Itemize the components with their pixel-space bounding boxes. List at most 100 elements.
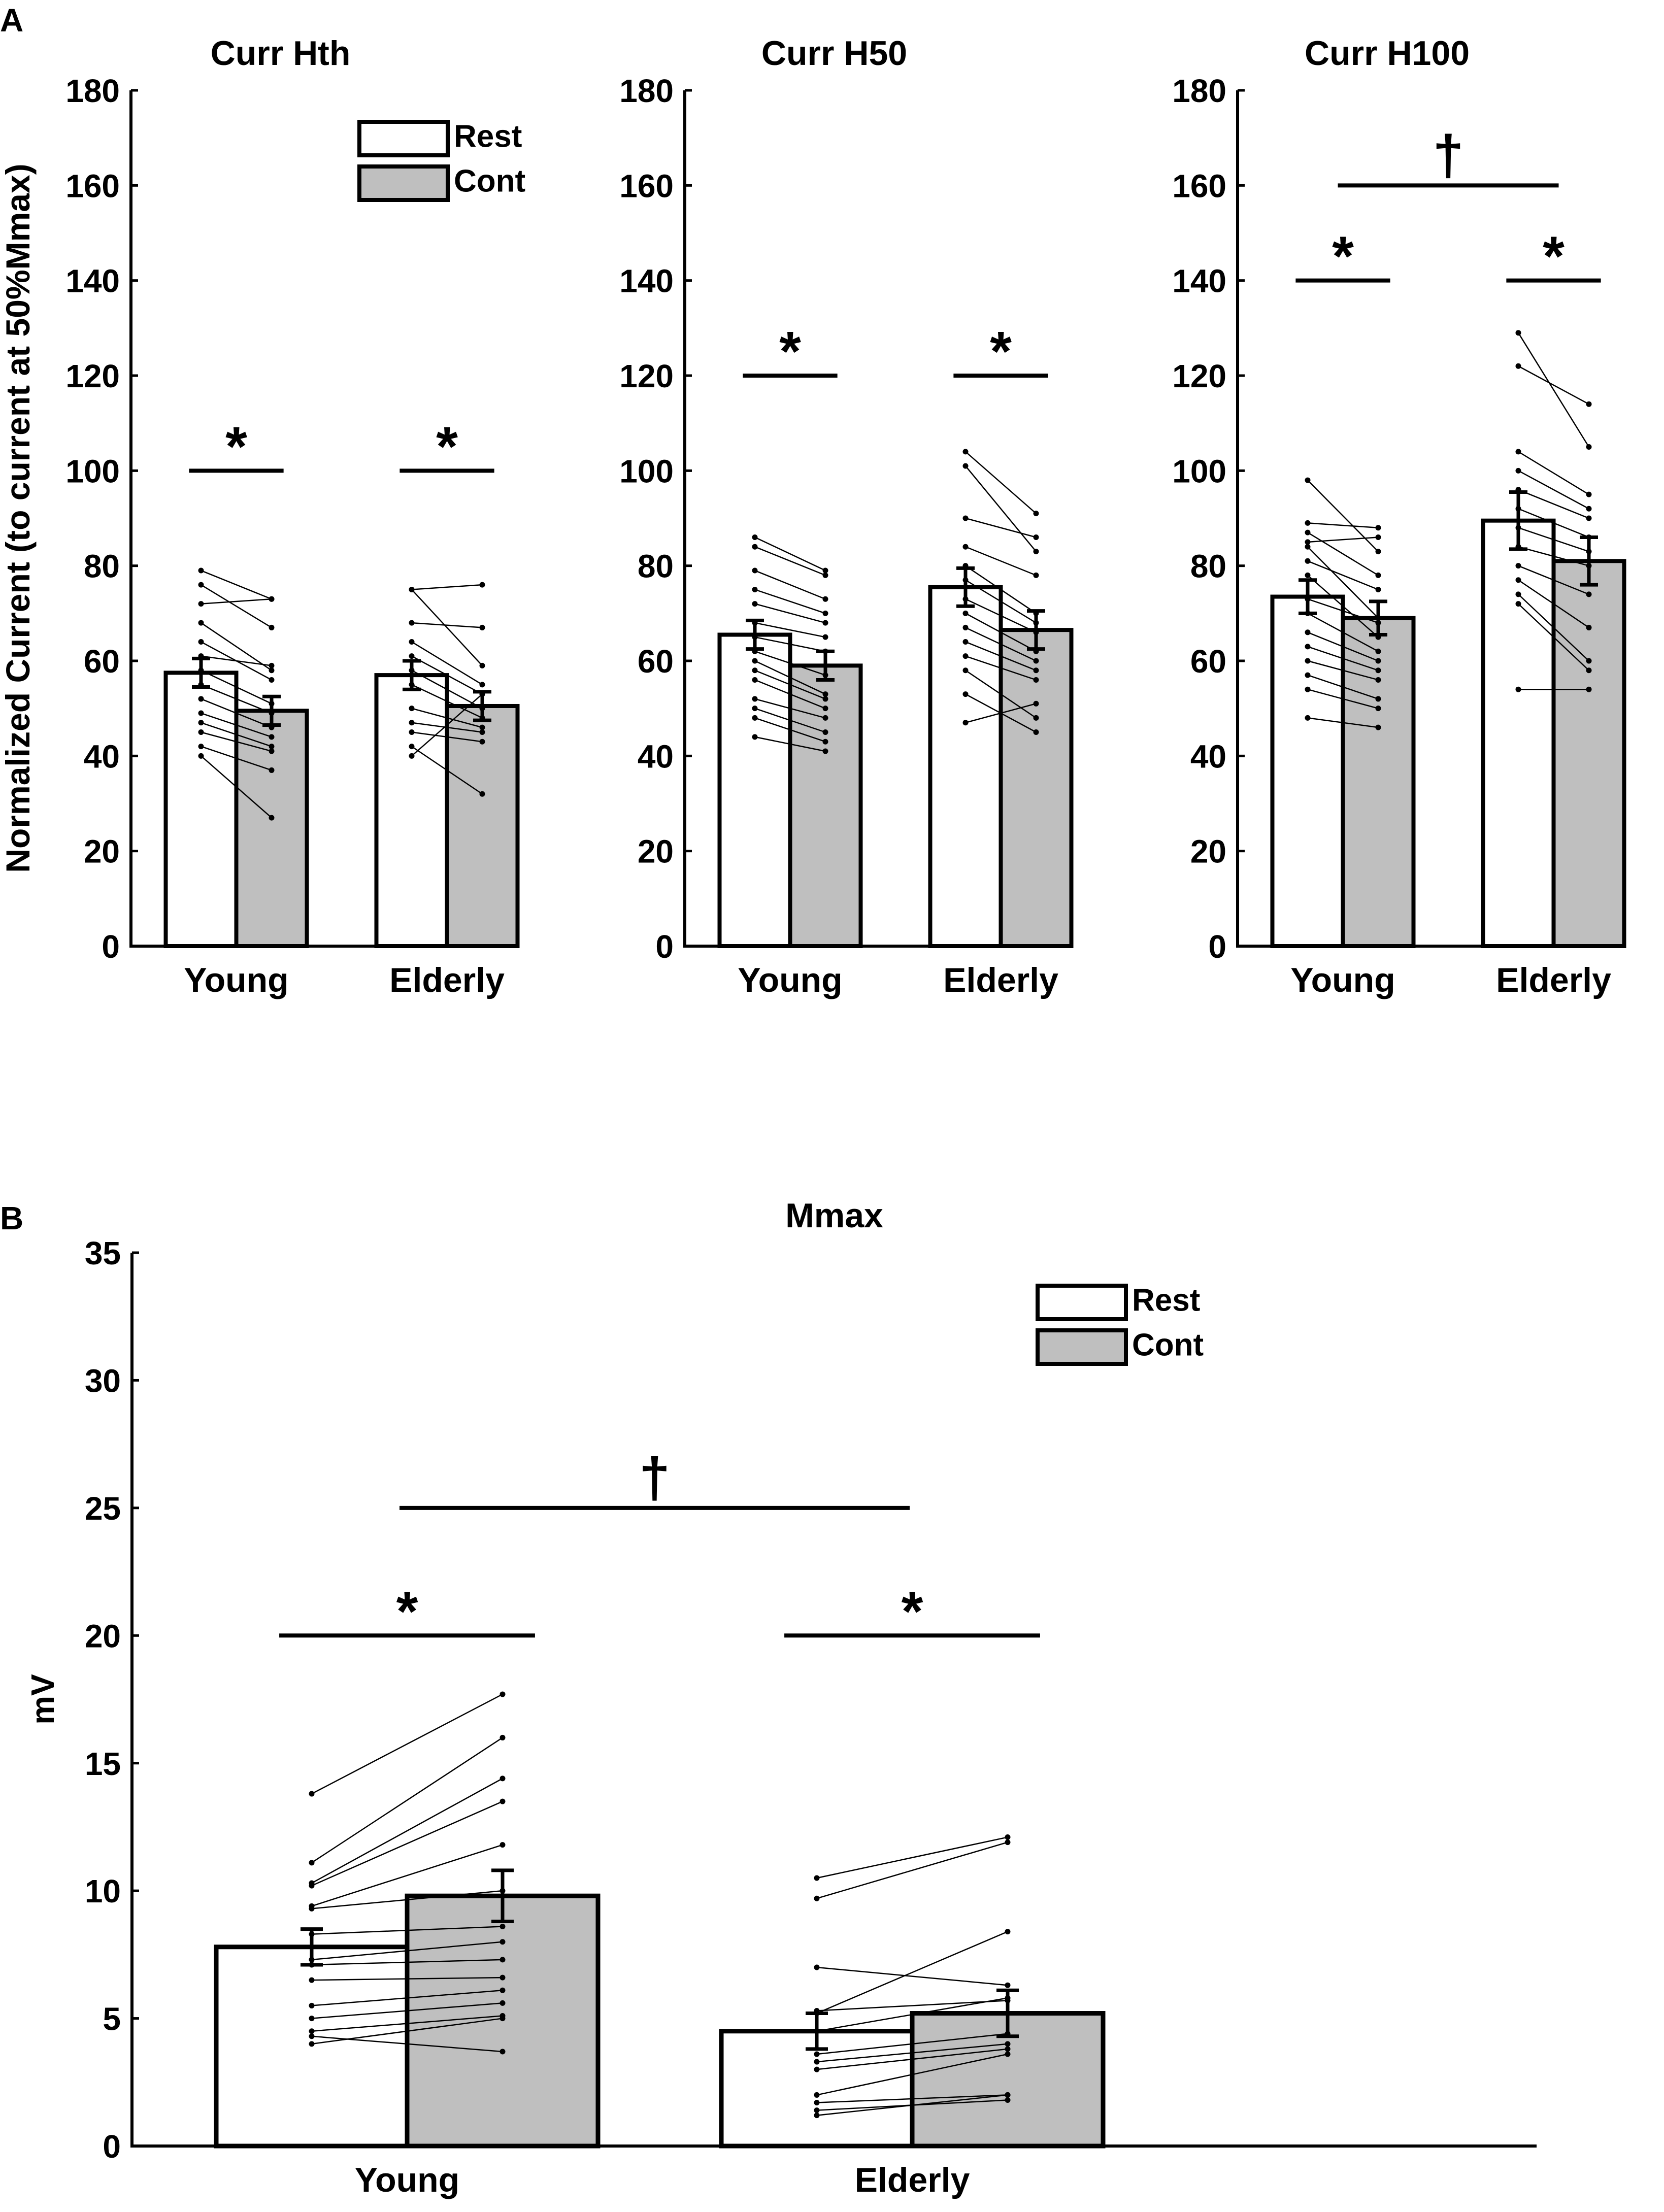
subject-point xyxy=(1305,558,1311,564)
y-tick-label: 160 xyxy=(619,167,674,204)
subject-point xyxy=(198,620,204,626)
subject-line xyxy=(411,589,483,666)
subject-line xyxy=(311,1778,503,1884)
subject-line xyxy=(1307,688,1379,709)
subject-point xyxy=(962,667,969,674)
subject-point xyxy=(1305,629,1311,635)
subject-line xyxy=(965,703,1037,723)
subject-point xyxy=(1515,686,1521,692)
subject-point xyxy=(1033,534,1039,540)
subject-point xyxy=(500,1939,506,1945)
subject-point xyxy=(198,696,204,702)
subject-point xyxy=(822,634,828,640)
x-tick-label: Young xyxy=(355,2161,459,2199)
subject-point xyxy=(1375,724,1381,730)
legend-label-rest: Rest xyxy=(1132,1283,1200,1318)
subject-line xyxy=(311,1976,503,1981)
subject-point xyxy=(479,724,485,730)
subject-point xyxy=(752,534,758,540)
subject-point xyxy=(309,1791,315,1797)
subject-line xyxy=(1307,646,1379,671)
subject-point xyxy=(500,2000,506,2006)
subject-point xyxy=(1375,658,1381,664)
subject-point xyxy=(1375,534,1381,540)
subject-line xyxy=(311,1693,503,1795)
subject-point xyxy=(500,1775,506,1782)
subject-point xyxy=(822,610,828,616)
subject-point xyxy=(1005,2097,1011,2103)
subject-line xyxy=(311,1800,503,1887)
bar-cont-elderly xyxy=(445,703,520,948)
y-tick-label: 0 xyxy=(655,928,674,965)
subject-point xyxy=(1005,1982,1011,1988)
y-tick-label: 10 xyxy=(85,1873,121,1909)
subject-point xyxy=(1375,587,1381,592)
subject-point xyxy=(409,720,415,726)
subject-point xyxy=(1033,729,1039,735)
subject-line xyxy=(816,2094,1008,2116)
subject-line xyxy=(816,1836,1008,1879)
significance-star: * xyxy=(990,320,1012,383)
subject-point xyxy=(1033,700,1039,707)
subject-point xyxy=(1586,624,1592,630)
subject-point xyxy=(1005,2051,1011,2057)
subject-point xyxy=(1033,677,1039,683)
legend-label-rest: Rest xyxy=(454,119,522,154)
subject-point xyxy=(479,624,485,630)
subject-point xyxy=(822,596,828,602)
subject-line xyxy=(201,584,272,628)
significance-star: * xyxy=(396,1580,418,1643)
subject-point xyxy=(479,682,485,688)
subject-line xyxy=(311,1959,503,1966)
subject-line xyxy=(1307,717,1379,728)
subject-line xyxy=(411,746,483,795)
subject-point xyxy=(1586,591,1592,597)
subject-line xyxy=(411,731,483,743)
subject-point xyxy=(1515,577,1521,583)
subject-point xyxy=(814,2113,820,2119)
subject-point xyxy=(198,744,204,750)
subject-line xyxy=(816,1841,1008,1899)
subject-point xyxy=(814,2092,820,2098)
subject-point xyxy=(962,515,969,521)
subject-line xyxy=(754,589,826,614)
subject-line xyxy=(754,717,826,743)
panel-label-a: A xyxy=(0,2,23,39)
subject-line xyxy=(201,746,272,771)
subject-point xyxy=(814,1895,820,1901)
subject-line xyxy=(1518,527,1589,552)
subject-line xyxy=(201,698,272,728)
y-tick-label: 20 xyxy=(84,833,120,870)
y-tick-label: 15 xyxy=(85,1746,121,1782)
subject-line xyxy=(311,1844,503,1907)
subject-point xyxy=(1033,511,1039,517)
interaction-dagger: † xyxy=(1433,124,1463,186)
subject-line xyxy=(816,1966,1008,1986)
chart-2: Curr H100 0 20 40 60 80 100 120 140 160 180 Young El… xyxy=(1172,34,1626,999)
chart-title: Curr H100 xyxy=(1305,34,1470,73)
subject-point xyxy=(962,624,969,630)
subject-line xyxy=(411,655,483,695)
subject-point xyxy=(309,2041,315,2047)
subject-point xyxy=(814,2107,820,2114)
subject-point xyxy=(822,567,828,574)
y-tick-label: 20 xyxy=(1190,833,1226,870)
subject-point xyxy=(1586,667,1592,674)
subject-point xyxy=(962,544,969,550)
subject-line xyxy=(1307,613,1379,652)
significance-star: * xyxy=(1543,225,1565,288)
subject-line xyxy=(965,579,1037,624)
subject-line xyxy=(311,1890,503,1909)
subject-line xyxy=(1307,631,1379,662)
subject-line xyxy=(1307,532,1379,576)
significance-star: * xyxy=(779,320,801,383)
subject-line xyxy=(201,569,272,600)
subject-point xyxy=(198,710,204,716)
subject-line xyxy=(411,641,483,685)
subject-point xyxy=(409,587,415,592)
subject-point xyxy=(752,706,758,712)
subject-point xyxy=(752,544,758,550)
subject-point xyxy=(752,677,758,683)
subject-point xyxy=(1033,572,1039,578)
subject-line xyxy=(965,465,1037,552)
